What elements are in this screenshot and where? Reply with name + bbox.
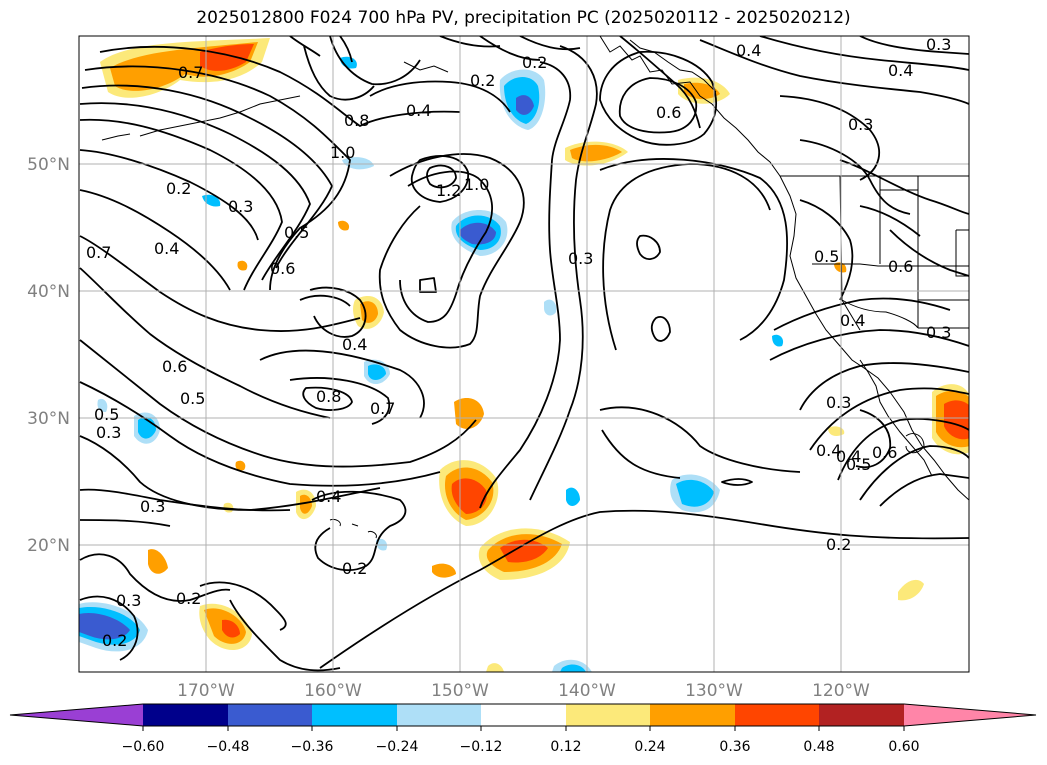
lat-label: 40°N <box>27 282 70 302</box>
lat-label: 50°N <box>27 155 70 175</box>
graticule <box>79 36 969 672</box>
contour-label: 0.3 <box>228 197 253 216</box>
colorbar-segment <box>819 704 904 726</box>
precip-negative-shading <box>79 56 784 672</box>
colorbar-tick-label: 0.24 <box>634 739 665 755</box>
colorbar-tick-label: 0.60 <box>888 739 919 755</box>
contour-labels: 0.7 0.2 0.4 0.8 1.0 1.2 1.0 0.2 0.4 0.3 … <box>86 35 951 650</box>
contour-label: 0.3 <box>926 35 951 54</box>
colorbar-segment <box>312 704 397 726</box>
lon-label: 170°W <box>177 681 235 701</box>
longitude-labels: 170°W 160°W 150°W 140°W 130°W 120°W <box>177 681 870 701</box>
lat-label: 20°N <box>27 536 70 556</box>
contour-label: 0.2 <box>176 589 201 608</box>
contour-label: 0.6 <box>270 259 295 278</box>
contour-label: 0.7 <box>86 243 111 262</box>
colorbar-tick-label: −0.36 <box>291 739 334 755</box>
contour-label: 0.2 <box>342 559 367 578</box>
lon-label: 120°W <box>812 681 870 701</box>
colorbar-segment <box>481 704 566 726</box>
contour-label: 0.6 <box>656 103 681 122</box>
colorbar-segment <box>10 704 143 726</box>
contour-label: 0.4 <box>316 487 341 506</box>
contour-label: 0.7 <box>370 399 395 418</box>
contour-label: 1.2 <box>436 181 461 200</box>
pv-contours <box>79 36 969 672</box>
lat-label: 30°N <box>27 409 70 429</box>
contour-label: 0.3 <box>568 249 593 268</box>
colorbar-segment <box>650 704 735 726</box>
contour-label: 0.3 <box>848 115 873 134</box>
contour-label: 0.8 <box>344 111 369 130</box>
contour-label: 0.4 <box>836 447 861 466</box>
contour-label: 0.3 <box>140 497 165 516</box>
contour-label: 0.3 <box>116 591 141 610</box>
colorbar-tick-label: 0.48 <box>803 739 834 755</box>
contour-label: 1.0 <box>464 175 489 194</box>
colorbar-segment <box>228 704 312 726</box>
map-frame <box>78 35 970 673</box>
contour-label: 0.3 <box>826 393 851 412</box>
colorbar-ticks: −0.60 −0.48 −0.36 −0.24 −0.12 0.12 0.24 … <box>122 739 920 755</box>
contour-label: 0.2 <box>102 631 127 650</box>
colorbar <box>9 703 1037 731</box>
contour-label: 0.6 <box>872 443 897 462</box>
contour-label: 0.5 <box>846 455 871 474</box>
colorbar-segment <box>735 704 819 726</box>
lon-label: 150°W <box>431 681 489 701</box>
map-title: 2025012800 F024 700 hPa PV, precipitatio… <box>196 8 851 28</box>
contour-label: 0.4 <box>840 311 865 330</box>
contour-label: 0.2 <box>470 71 495 90</box>
contour-label: 0.2 <box>522 53 547 72</box>
colorbar-tick-label: 0.12 <box>550 739 581 755</box>
contour-label: 0.6 <box>162 357 187 376</box>
colorbar-tick-label: −0.60 <box>122 739 165 755</box>
contour-label: 0.3 <box>96 423 121 442</box>
colorbar-tick-label: −0.24 <box>376 739 419 755</box>
contour-label: 0.7 <box>178 63 203 82</box>
contour-label: 0.4 <box>406 101 431 120</box>
coastlines <box>101 36 969 539</box>
colorbar-segment <box>904 704 1036 726</box>
colorbar-segment <box>397 704 481 726</box>
contour-label: 0.6 <box>888 257 913 276</box>
contour-label: 0.4 <box>816 441 841 460</box>
contour-label: 0.4 <box>736 41 761 60</box>
contour-label: 0.8 <box>316 387 341 406</box>
contour-label: 0.5 <box>284 223 309 242</box>
contour-label: 0.5 <box>94 405 119 424</box>
contour-label: 0.2 <box>826 535 851 554</box>
lon-label: 130°W <box>685 681 743 701</box>
contour-label: 0.4 <box>154 239 179 258</box>
contour-label: 1.0 <box>330 143 355 162</box>
colorbar-segment <box>143 704 228 726</box>
contour-label: 0.5 <box>814 247 839 266</box>
contour-label: 0.4 <box>342 335 367 354</box>
contour-label: 0.2 <box>166 179 191 198</box>
contour-label: 0.5 <box>180 389 205 408</box>
colorbar-tick-label: −0.48 <box>207 739 250 755</box>
colorbar-segment <box>566 704 650 726</box>
latitude-labels: 50°N 40°N 30°N 20°N <box>27 155 70 556</box>
contour-label: 0.4 <box>888 61 913 80</box>
contour-label: 0.3 <box>926 323 951 342</box>
colorbar-tick-label: 0.36 <box>719 739 750 755</box>
lon-label: 140°W <box>558 681 616 701</box>
colorbar-tick-label: −0.12 <box>460 739 503 755</box>
lon-label: 160°W <box>304 681 362 701</box>
